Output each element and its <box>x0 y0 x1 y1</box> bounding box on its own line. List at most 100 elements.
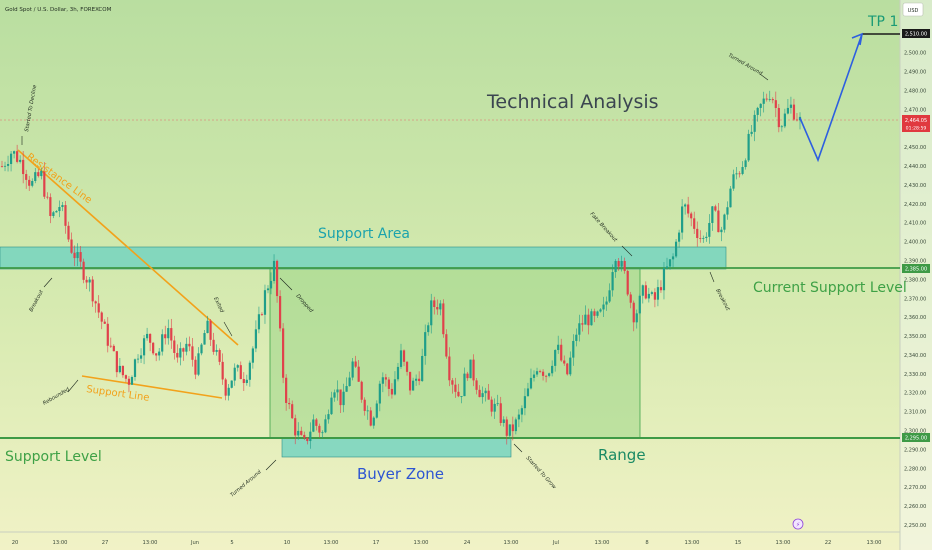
y-tick-label: 2,400.00 <box>904 240 926 246</box>
candle-body <box>599 309 602 312</box>
candle-body <box>145 333 149 339</box>
candle-body <box>557 344 560 351</box>
candle-body <box>454 384 457 392</box>
candle-body <box>726 207 729 215</box>
candle-body <box>85 279 88 283</box>
candle-body <box>738 173 741 175</box>
range-zone <box>269 267 641 439</box>
annotation-arrow <box>279 277 293 291</box>
candle-body <box>693 218 696 229</box>
candle-body <box>170 328 173 341</box>
candle-body <box>158 351 161 356</box>
candle-body <box>188 343 191 347</box>
buyer-zone <box>281 437 512 458</box>
candle-body <box>602 304 605 310</box>
x-tick-label: 13:00 <box>414 540 429 546</box>
candle-body <box>97 303 100 313</box>
candle-body <box>67 225 70 240</box>
annotation-arrow <box>513 443 523 453</box>
support-trendline <box>81 375 223 399</box>
x-tick-label: 22 <box>825 540 832 546</box>
candle-body <box>399 350 403 367</box>
candle-body <box>699 238 702 239</box>
candle-body <box>100 312 103 322</box>
x-tick-label: 15 <box>735 540 742 546</box>
candle-body <box>200 344 203 354</box>
candle-body <box>215 350 218 352</box>
candle-body <box>744 160 747 168</box>
candle-body <box>136 358 140 360</box>
candle-body <box>641 285 644 296</box>
candle-body <box>484 390 487 394</box>
candle-body <box>285 377 288 403</box>
candle-body <box>554 350 557 366</box>
candle-body <box>505 419 508 436</box>
candle-body <box>31 180 34 186</box>
candle-body <box>254 329 258 349</box>
candle-body <box>393 379 397 395</box>
y-tick-label: 2,390.00 <box>904 258 926 264</box>
candle-body <box>750 131 753 134</box>
candle-body <box>756 107 759 115</box>
y-tick-label: 2,280.00 <box>904 466 926 472</box>
candle-body <box>584 314 587 325</box>
candle-body <box>182 348 185 352</box>
candle-body <box>109 345 112 347</box>
candle-body <box>312 419 315 432</box>
candle-body <box>291 404 294 419</box>
x-tick-label: 27 <box>102 540 109 546</box>
candle-body <box>720 229 723 233</box>
candle-body <box>194 359 197 375</box>
candle-body <box>408 371 412 391</box>
candle-body <box>671 256 675 260</box>
candle-body <box>221 361 224 380</box>
candle-body <box>294 418 297 436</box>
candle-body <box>309 431 312 442</box>
candle-body <box>475 380 478 390</box>
candle-body <box>581 323 584 325</box>
candle-body <box>269 281 273 289</box>
y-tick-label: 2,310.00 <box>904 410 926 416</box>
candle-body <box>275 260 279 297</box>
support-price-tag <box>902 433 930 442</box>
candle-body <box>303 434 306 438</box>
candle-body <box>167 328 170 339</box>
candle-body <box>124 375 128 379</box>
current-support-price-text: 2,385.00 <box>905 267 927 273</box>
candle-body <box>569 357 572 375</box>
candle-body <box>9 153 13 165</box>
y-tick-label: 2,450.00 <box>904 145 926 151</box>
candle-body <box>106 323 109 346</box>
candle-body <box>357 366 360 382</box>
candle-body <box>653 292 657 300</box>
candle-body <box>614 260 617 273</box>
candle-body <box>79 252 82 262</box>
current-support-price-tag <box>902 264 930 273</box>
candle-body <box>563 360 566 364</box>
candle-body <box>127 378 131 385</box>
candle-body <box>0 166 4 168</box>
x-tick-label: 13:00 <box>324 540 339 546</box>
candle-body <box>466 373 469 379</box>
candle-body <box>363 399 366 411</box>
x-tick-label: 13:00 <box>143 540 158 546</box>
candle-body <box>632 302 635 323</box>
candle-body <box>786 107 790 114</box>
chart-title: Technical Analysis <box>486 91 659 113</box>
y-tick-label: 2,370.00 <box>904 296 926 302</box>
candle-body <box>762 98 765 104</box>
candle-body <box>179 348 182 358</box>
range-label: Range <box>598 446 646 464</box>
candle-body <box>40 170 43 177</box>
candle-body <box>230 380 233 388</box>
candle-body <box>191 346 194 360</box>
currency-button[interactable] <box>902 2 924 17</box>
candle-body <box>421 355 424 382</box>
candle-body <box>702 237 705 239</box>
candle-body <box>629 294 632 303</box>
target-price-text: 2,510.00 <box>905 32 927 38</box>
candle-body <box>28 179 31 186</box>
lightning-icon[interactable] <box>792 518 804 530</box>
candle-body <box>496 403 499 405</box>
forecast-path <box>799 33 863 163</box>
